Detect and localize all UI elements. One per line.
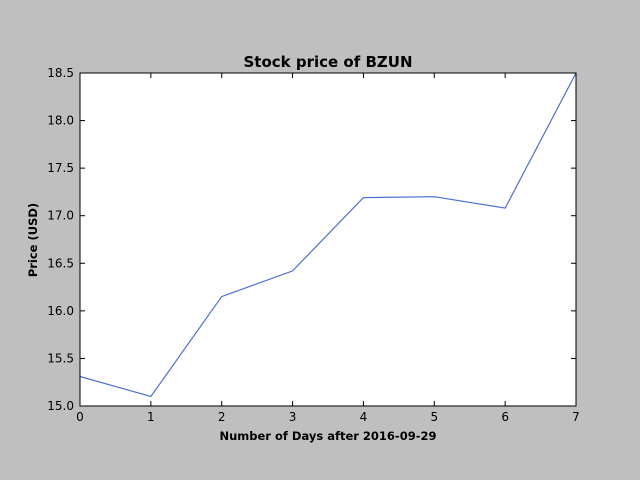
y-tick-label: 17.5 [47, 161, 74, 175]
y-tick-label: 16.5 [47, 256, 74, 270]
x-tick-label: 4 [360, 410, 368, 424]
y-axis-label: Price (USD) [26, 203, 40, 277]
y-tick-label: 15.0 [47, 399, 74, 413]
ticks: 0 1 2 3 4 5 6 7 15.0 15.5 16.0 16.5 17.0 17.5 18.0 18.5 [47, 66, 580, 424]
y-tick-label: 16.0 [47, 304, 74, 318]
y-tick-label: 18.0 [47, 114, 74, 128]
x-tick-label: 7 [572, 410, 580, 424]
x-tick-label: 3 [289, 410, 297, 424]
y-tick-label: 15.5 [47, 351, 74, 365]
x-axis-label: Number of Days after 2016-09-29 [219, 429, 436, 443]
series-line [79, 72, 577, 398]
plot-area [80, 73, 576, 406]
x-tick-label: 6 [501, 410, 509, 424]
y-tick-label: 18.5 [47, 66, 74, 80]
x-tick-label: 5 [430, 410, 438, 424]
plot-frame [79, 72, 577, 407]
x-tick-label: 2 [218, 410, 226, 424]
y-tick-label: 17.0 [47, 209, 74, 223]
x-tick-label: 1 [147, 410, 155, 424]
x-tick-label: 0 [76, 410, 84, 424]
chart-title: Stock price of BZUN [243, 53, 412, 71]
